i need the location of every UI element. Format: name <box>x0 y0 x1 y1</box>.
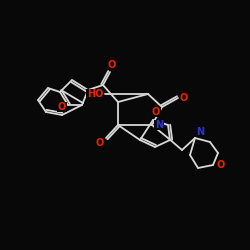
Text: O: O <box>96 138 104 148</box>
Text: O: O <box>152 107 160 117</box>
Text: HO: HO <box>87 89 103 99</box>
Text: O: O <box>217 160 225 170</box>
Text: O: O <box>108 60 116 70</box>
Text: N: N <box>196 127 204 137</box>
Text: O: O <box>180 93 188 103</box>
Text: O: O <box>58 102 66 112</box>
Text: N: N <box>155 120 163 130</box>
